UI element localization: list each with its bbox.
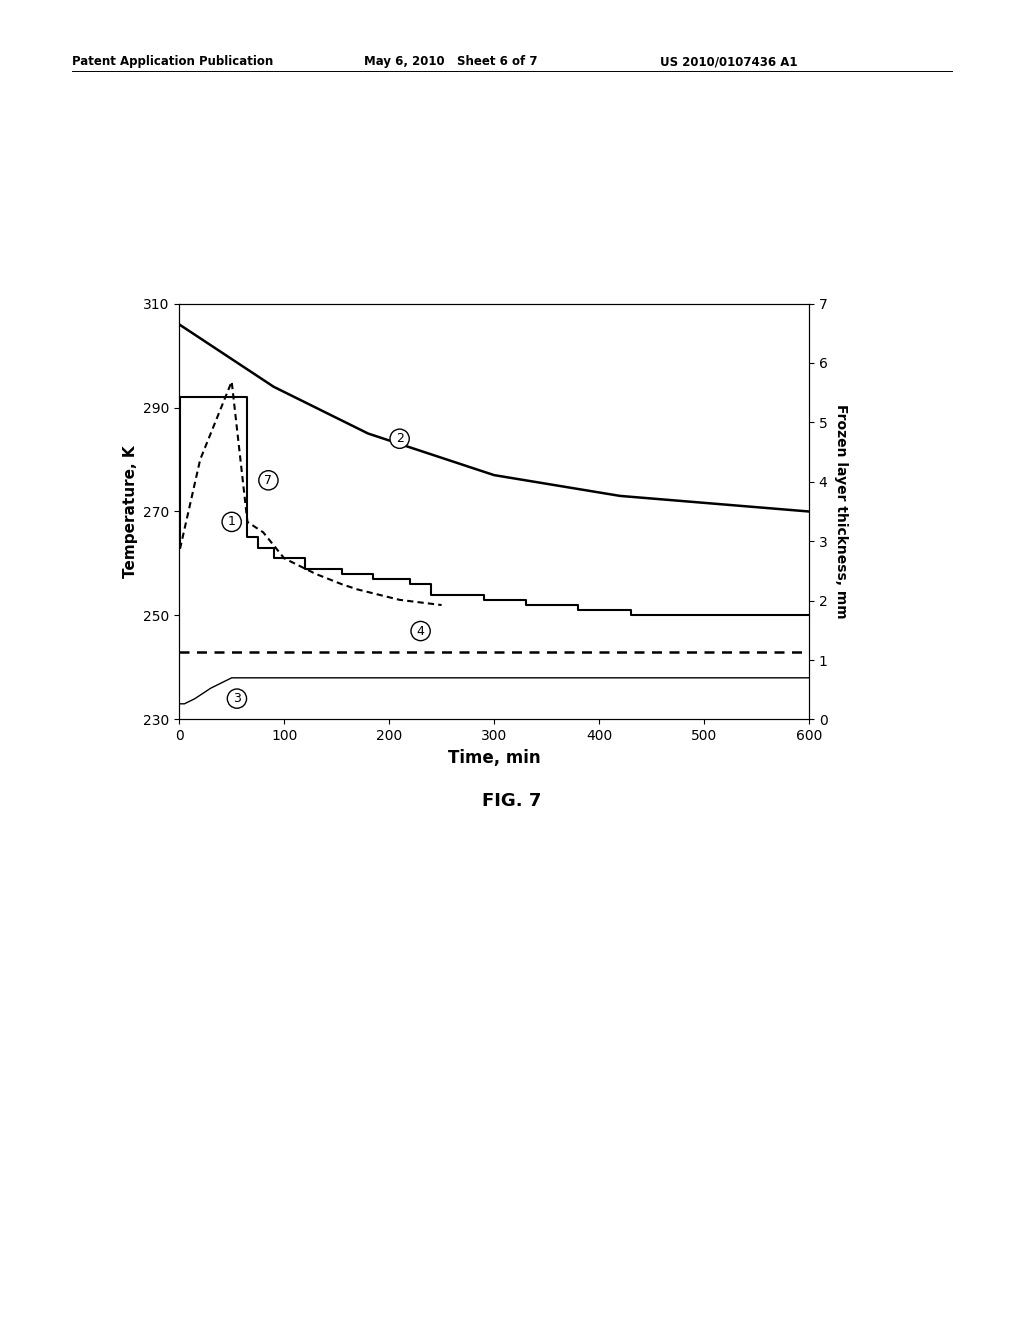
Text: 4: 4 bbox=[417, 624, 425, 638]
Text: May 6, 2010   Sheet 6 of 7: May 6, 2010 Sheet 6 of 7 bbox=[364, 55, 537, 69]
Text: US 2010/0107436 A1: US 2010/0107436 A1 bbox=[660, 55, 798, 69]
Text: 3: 3 bbox=[233, 692, 241, 705]
Text: 7: 7 bbox=[264, 474, 272, 487]
Text: 1: 1 bbox=[227, 515, 236, 528]
Text: FIG. 7: FIG. 7 bbox=[482, 792, 542, 810]
Text: 2: 2 bbox=[395, 432, 403, 445]
X-axis label: Time, min: Time, min bbox=[447, 748, 541, 767]
Text: Patent Application Publication: Patent Application Publication bbox=[72, 55, 273, 69]
Y-axis label: Temperature, K: Temperature, K bbox=[123, 445, 137, 578]
Y-axis label: Frozen layer thickness, mm: Frozen layer thickness, mm bbox=[835, 404, 849, 619]
